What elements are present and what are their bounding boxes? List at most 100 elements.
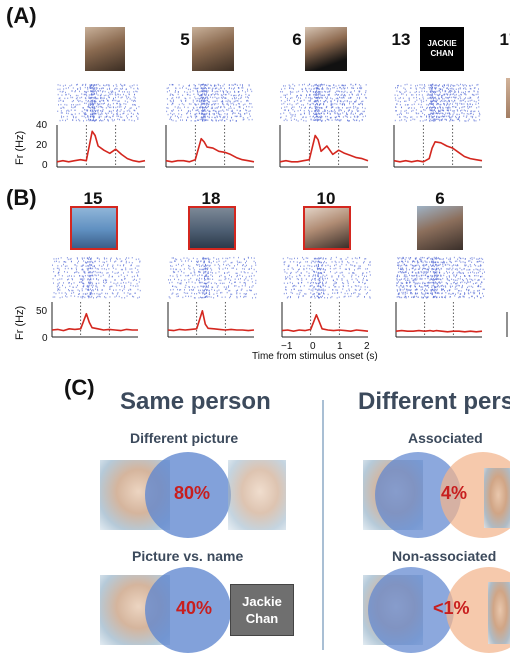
raster-spike [397, 85, 398, 87]
raster-spike [244, 112, 246, 115]
raster-spike [415, 257, 417, 259]
raster-spike [101, 272, 103, 274]
raster-spike [127, 271, 129, 273]
raster-spike [315, 106, 317, 108]
raster-spike [90, 113, 92, 116]
raster-spike [334, 264, 335, 267]
raster-spike [431, 285, 433, 287]
raster-spike [469, 260, 471, 262]
raster-spike [169, 261, 171, 263]
raster-spike [236, 268, 238, 270]
raster-spike [77, 94, 79, 97]
raster-spike [358, 265, 360, 267]
raster-spike [326, 105, 328, 108]
raster-spike [108, 274, 110, 276]
raster-spike [441, 109, 443, 111]
raster-spike [419, 278, 421, 280]
raster-spike [91, 112, 93, 114]
raster-spike [196, 293, 198, 295]
raster-spike [477, 289, 479, 292]
raster-spike [463, 296, 465, 298]
raster-spike [318, 257, 320, 259]
raster-spike [303, 119, 305, 122]
stimulus-number: 13 [391, 30, 411, 49]
raster-spike [476, 282, 478, 284]
raster-spike [458, 296, 460, 299]
raster-spike [133, 84, 135, 86]
raster-spike [353, 265, 355, 267]
raster-spike [80, 88, 81, 90]
raster-spike [82, 264, 84, 266]
raster-spike [247, 96, 248, 98]
raster-spike [174, 91, 176, 93]
raster-spike [305, 120, 307, 122]
firing-rate-line [393, 141, 483, 163]
raster-spike [297, 257, 298, 260]
venn-percent: 40% [176, 598, 213, 618]
raster-spike [429, 94, 431, 96]
raster-spike [353, 107, 355, 109]
raster-spike [228, 93, 230, 95]
raster-spike [317, 268, 318, 271]
raster-spike [431, 117, 433, 119]
raster-spike [196, 263, 197, 266]
raster-spike [325, 91, 327, 93]
raster-spike [190, 112, 191, 115]
raster-spike [89, 271, 91, 273]
raster-spike [353, 281, 355, 283]
raster-spike [339, 100, 341, 102]
raster-spike [137, 87, 138, 89]
raster-spike [91, 281, 93, 284]
raster-spike [283, 109, 285, 111]
raster-spike [438, 286, 440, 288]
raster-spike [435, 91, 437, 93]
raster-spike [247, 100, 249, 102]
raster-spike [238, 256, 239, 259]
raster-spike [233, 112, 235, 114]
stimulus-photo [85, 27, 125, 71]
raster-spike [131, 99, 133, 102]
raster-spike [402, 271, 404, 274]
raster-spike [429, 102, 431, 105]
raster-spike [111, 112, 113, 114]
raster-spike [112, 99, 113, 102]
raster-spike [431, 106, 433, 109]
raster-spike [358, 90, 360, 92]
raster-spike [93, 119, 94, 122]
raster-spike [343, 97, 345, 99]
raster-spike [181, 100, 182, 102]
raster-spike [475, 101, 477, 103]
raster-spike [399, 275, 400, 277]
raster-spike [355, 112, 356, 115]
raster-spike [347, 285, 349, 287]
raster-spike [400, 270, 401, 273]
raster-spike [469, 275, 471, 278]
raster-spike [435, 118, 437, 120]
raster-spike [68, 110, 70, 112]
raster-spike [332, 279, 334, 282]
raster-spike [471, 258, 473, 261]
raster-spike [184, 97, 186, 99]
raster-spike [102, 91, 103, 93]
raster-spike [313, 112, 314, 115]
raster-spike [398, 84, 399, 87]
raster-spike [438, 264, 440, 266]
raster-spike [57, 93, 59, 96]
raster-spike [62, 100, 64, 102]
raster-spike [236, 272, 238, 275]
raster-spike [300, 118, 302, 121]
raster-spike [321, 107, 323, 109]
raster-spike [309, 103, 311, 106]
raster-spike [134, 278, 135, 281]
raster-spike [331, 261, 333, 263]
raster-spike [336, 87, 338, 90]
raster-spike [338, 261, 340, 263]
raster-spike [434, 107, 436, 109]
raster-spike [427, 292, 429, 295]
raster-spike [432, 119, 434, 122]
raster-spike [206, 84, 208, 87]
raster-spike [205, 113, 207, 115]
raster-spike [227, 109, 229, 111]
raster-spike [236, 109, 238, 111]
raster-spike [208, 103, 210, 105]
